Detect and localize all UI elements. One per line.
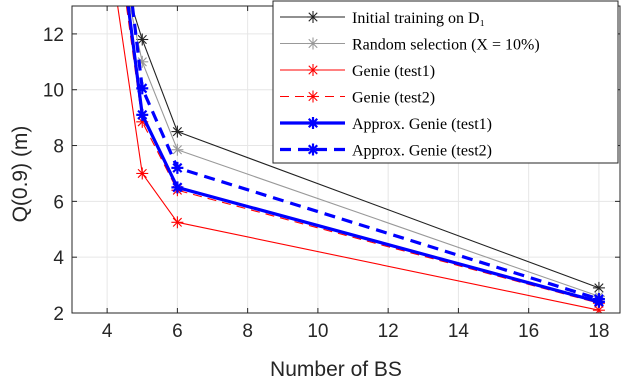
y-tick-label: 12: [43, 25, 64, 46]
marker-stroke: [137, 34, 147, 45]
marker-stroke: [172, 182, 183, 193]
x-tick-label: 16: [518, 321, 539, 342]
series-6-point: [136, 82, 149, 95]
series-line-3: [117, 6, 600, 311]
marker-stroke: [307, 117, 319, 129]
legend-label-5: Approx. Genie (test1): [352, 116, 492, 133]
marker-stroke: [137, 109, 148, 120]
marker-stroke: [594, 283, 604, 293]
marker-stroke: [172, 217, 183, 227]
marker-stroke: [595, 305, 604, 313]
legend-label-2: Random selection (X = 10%): [352, 37, 540, 54]
y-tick-label: 8: [53, 137, 64, 158]
y-tick-label: 2: [53, 304, 64, 325]
marker-stroke: [137, 83, 148, 94]
legend-label-6: Approx. Genie (test2): [352, 143, 492, 160]
series-6-point: [171, 161, 184, 174]
series-3-point: [171, 216, 184, 229]
x-tick-label: 12: [378, 321, 399, 342]
x-tick-label: 6: [172, 321, 183, 342]
y-tick-label: 4: [53, 248, 64, 269]
series-line-6: [130, 6, 600, 301]
series-line-4: [125, 6, 600, 304]
series-line-1: [131, 6, 600, 289]
y-tick-label: 6: [53, 192, 64, 213]
series-group: [117, 6, 605, 313]
series-1-point: [171, 125, 184, 138]
x-tick-label: 10: [307, 321, 328, 342]
marker-stroke: [137, 168, 147, 179]
x-axis-label: Number of BS: [270, 358, 402, 381]
series-3-point: [136, 167, 149, 180]
series-5-point: [136, 108, 149, 121]
legend-marker-4: [307, 90, 319, 103]
x-tick-label: 8: [242, 321, 253, 342]
x-tick-label: 18: [588, 321, 609, 342]
marker-stroke: [308, 65, 318, 75]
series-6-point: [592, 293, 605, 306]
marker-stroke: [308, 91, 318, 102]
legend-box: [272, 0, 619, 164]
series-line-5: [126, 6, 600, 304]
series-1-point: [136, 33, 149, 46]
legend-label-1: Initial training on D₁: [352, 10, 485, 27]
legend-marker-3: [307, 64, 319, 76]
legend-marker-6: [307, 143, 319, 156]
marker-stroke: [172, 126, 183, 137]
y-axis-label: Q(0.9) (m): [9, 126, 32, 223]
marker-stroke: [307, 144, 319, 155]
marker-stroke: [308, 12, 318, 22]
marker-stroke: [172, 162, 183, 173]
x-tick-label: 4: [102, 321, 113, 342]
legend-marker-2: [307, 37, 319, 50]
marker-stroke: [593, 294, 604, 305]
legend-label-3: Genie (test1): [352, 63, 435, 80]
series-2-point: [171, 143, 184, 156]
marker-stroke: [308, 38, 318, 49]
legend-marker-5: [307, 117, 319, 129]
marker-stroke: [172, 145, 183, 155]
series-5-point: [171, 181, 184, 194]
x-tick-label: 14: [448, 321, 470, 342]
legend-label-4: Genie (test2): [352, 90, 435, 107]
legend: Initial training on D₁ Random selection (…: [272, 0, 619, 164]
y-tick-label: 10: [43, 81, 64, 102]
legend-marker-1: [307, 11, 319, 23]
plot-area: 4 6 8 10 12 14 16 18 2 4 6 8 10 12 Initial training on…: [43, 0, 621, 342]
